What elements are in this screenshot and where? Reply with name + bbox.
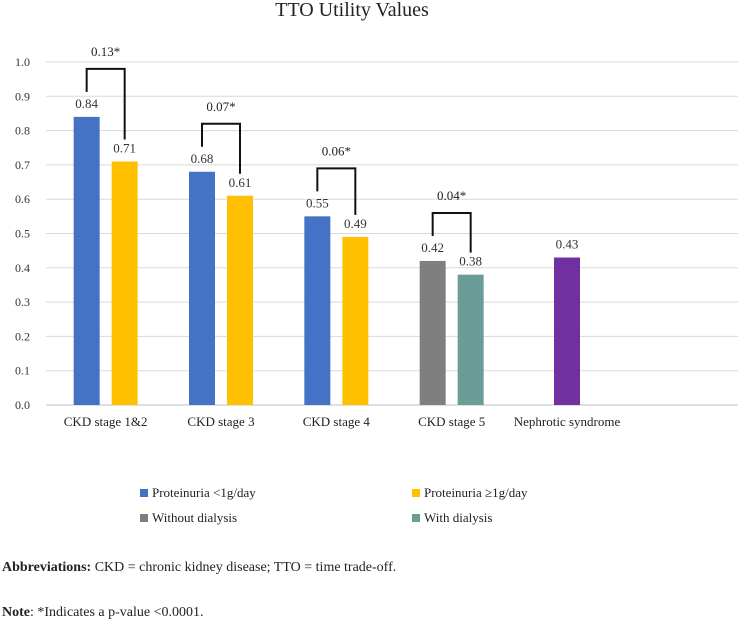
bar bbox=[419, 260, 446, 405]
y-tick-label: 0.9 bbox=[15, 89, 30, 103]
abbreviations-text: CKD = chronic kidney disease; TTO = time… bbox=[91, 560, 397, 575]
significance-label: 0.13* bbox=[91, 44, 120, 59]
legend-swatch bbox=[412, 514, 420, 522]
y-tick-label: 0.2 bbox=[15, 329, 30, 343]
bar bbox=[554, 257, 580, 405]
bar bbox=[111, 161, 138, 405]
y-tick-label: 0.0 bbox=[15, 398, 30, 412]
y-tick-label: 0.6 bbox=[15, 192, 30, 206]
legend-swatch bbox=[140, 489, 148, 497]
significance-bracket bbox=[316, 167, 357, 215]
legend-item-proteinuria-high: Proteinuria ≥1g/day bbox=[412, 485, 528, 501]
note-text: : *Indicates a p-value <0.0001. bbox=[30, 605, 204, 620]
y-tick-label: 0.8 bbox=[15, 124, 30, 138]
legend-item-without-dialysis: Without dialysis bbox=[140, 510, 237, 526]
significance-bracket bbox=[85, 67, 126, 140]
y-tick-label: 0.5 bbox=[15, 227, 30, 241]
abbreviations-label: Abbreviations: bbox=[2, 560, 92, 575]
y-tick-label: 1.0 bbox=[15, 55, 30, 69]
legend-item-proteinuria-low: Proteinuria <1g/day bbox=[140, 485, 256, 501]
legend-label: With dialysis bbox=[424, 510, 493, 525]
bar bbox=[342, 236, 369, 405]
y-tick-label: 0.3 bbox=[15, 295, 30, 309]
x-tick-label: Nephrotic syndrome bbox=[514, 414, 621, 429]
y-tick-label: 0.1 bbox=[15, 364, 30, 378]
data-label: 0.84 bbox=[75, 96, 98, 111]
data-label: 0.71 bbox=[113, 140, 136, 155]
x-tick-label: CKD stage 1&2 bbox=[64, 414, 148, 429]
bar bbox=[457, 274, 484, 405]
pvalue-note: Note: *Indicates a p-value <0.0001. bbox=[2, 605, 204, 621]
bar bbox=[73, 116, 100, 405]
significance-label: 0.06* bbox=[322, 143, 351, 158]
data-label: 0.55 bbox=[306, 195, 329, 210]
significance-bracket bbox=[431, 211, 472, 253]
y-tick-label: 0.7 bbox=[15, 158, 30, 172]
note-label: Note bbox=[2, 605, 30, 620]
x-tick-label: CKD stage 3 bbox=[187, 414, 254, 429]
legend-item-with-dialysis: With dialysis bbox=[412, 510, 492, 526]
data-label: 0.42 bbox=[421, 240, 444, 255]
data-label: 0.61 bbox=[229, 175, 252, 190]
significance-bracket bbox=[201, 122, 241, 174]
legend-label: Proteinuria ≥1g/day bbox=[424, 485, 528, 500]
data-label: 0.38 bbox=[459, 254, 482, 269]
legend-label: Proteinuria <1g/day bbox=[152, 485, 256, 500]
chart-title: TTO Utility Values bbox=[275, 0, 429, 21]
legend-label: Without dialysis bbox=[152, 510, 238, 525]
abbreviations-note: Abbreviations: CKD = chronic kidney dise… bbox=[2, 560, 396, 576]
bar-chart: TTO Utility Values 0.0 0.1 0.2 0.3 0.4 0.5 0.6 0… bbox=[15, 0, 738, 429]
legend-swatch bbox=[140, 514, 148, 522]
legend-swatch bbox=[412, 489, 420, 497]
data-label: 0.68 bbox=[191, 151, 214, 166]
significance-label: 0.04* bbox=[437, 188, 466, 203]
significance-label: 0.07* bbox=[206, 99, 235, 114]
x-tick-label: CKD stage 5 bbox=[418, 414, 485, 429]
data-label: 0.49 bbox=[344, 216, 367, 231]
bar bbox=[189, 171, 215, 405]
bar bbox=[304, 216, 331, 405]
y-tick-label: 0.4 bbox=[15, 261, 30, 275]
data-label: 0.43 bbox=[556, 237, 579, 252]
bar bbox=[227, 195, 253, 405]
x-tick-label: CKD stage 4 bbox=[303, 414, 371, 429]
